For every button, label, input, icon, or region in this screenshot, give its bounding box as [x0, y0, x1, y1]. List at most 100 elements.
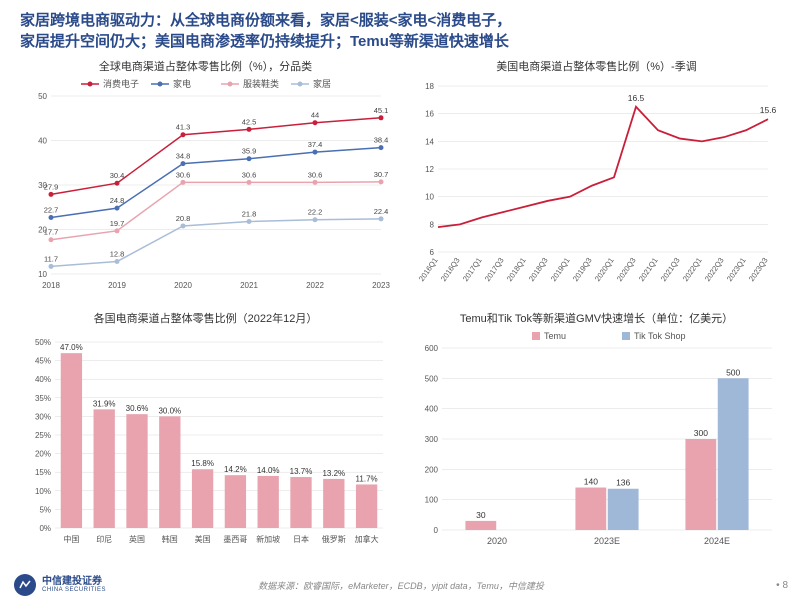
svg-text:2020: 2020	[486, 536, 506, 546]
svg-text:45.1: 45.1	[373, 106, 388, 115]
svg-text:100: 100	[424, 496, 438, 505]
svg-text:10: 10	[425, 193, 434, 202]
svg-text:30%: 30%	[34, 412, 50, 421]
svg-text:2020Q3: 2020Q3	[614, 256, 637, 283]
svg-text:500: 500	[424, 374, 438, 383]
svg-text:31.9%: 31.9%	[92, 399, 115, 408]
svg-text:11.7: 11.7	[43, 254, 57, 263]
chart-1-title: 全球电商渠道占整体零售比例（%），分品类	[99, 58, 312, 74]
svg-text:英国: 英国	[129, 534, 145, 544]
svg-text:30.6: 30.6	[175, 170, 190, 179]
svg-text:136: 136	[616, 478, 630, 488]
svg-text:14.2%: 14.2%	[224, 465, 247, 474]
chart-2-svg: 6810121416182016Q12016Q32017Q12017Q32018…	[412, 76, 782, 294]
svg-text:10%: 10%	[34, 487, 50, 496]
svg-text:18: 18	[425, 82, 434, 91]
svg-text:41.3: 41.3	[175, 123, 190, 132]
chart-3-svg: 0%5%10%15%20%25%30%35%40%45%50%47.0%中国31…	[21, 328, 391, 550]
chart-4-svg: TemuTik Tok Shop010020030040050060020203…	[412, 328, 782, 550]
svg-text:30.6%: 30.6%	[125, 404, 148, 413]
svg-text:40: 40	[38, 137, 47, 146]
logo-sub: CHINA SECURITIES	[42, 587, 106, 593]
svg-text:加拿大: 加拿大	[354, 534, 378, 544]
svg-text:40%: 40%	[34, 375, 50, 384]
svg-text:2019: 2019	[108, 281, 126, 290]
svg-text:家居: 家居	[313, 78, 331, 89]
svg-text:家电: 家电	[173, 78, 191, 89]
svg-text:30.7: 30.7	[373, 170, 388, 179]
svg-text:俄罗斯: 俄罗斯	[321, 534, 345, 544]
chart-2-title: 美国电商渠道占整体零售比例（%）-季调	[496, 58, 696, 74]
svg-text:19.7: 19.7	[109, 219, 124, 228]
svg-text:45%: 45%	[34, 357, 50, 366]
svg-text:14.0%: 14.0%	[256, 466, 279, 475]
svg-text:17.7: 17.7	[43, 228, 58, 237]
svg-text:2023: 2023	[372, 281, 390, 290]
svg-text:12.8: 12.8	[109, 250, 124, 259]
svg-text:2022: 2022	[306, 281, 324, 290]
svg-text:2021Q1: 2021Q1	[636, 256, 659, 283]
svg-text:21.8: 21.8	[241, 209, 256, 218]
svg-text:50: 50	[38, 92, 47, 101]
svg-text:2018Q3: 2018Q3	[526, 256, 549, 283]
svg-text:2019Q1: 2019Q1	[548, 256, 571, 283]
svg-text:2020: 2020	[174, 281, 192, 290]
svg-text:Tik Tok Shop: Tik Tok Shop	[634, 331, 686, 341]
svg-text:11.7%: 11.7%	[355, 474, 377, 483]
page-title: 家居跨境电商驱动力：从全球电商份额来看，家居<服装<家电<消费电子， 家居提升空…	[0, 0, 802, 58]
svg-text:印尼: 印尼	[96, 535, 112, 544]
svg-text:Temu: Temu	[544, 331, 566, 341]
logo-icon	[14, 574, 36, 596]
svg-text:10: 10	[38, 270, 47, 279]
svg-text:2019Q3: 2019Q3	[570, 256, 593, 283]
chart-4-title: Temu和Tik Tok等新渠道GMV快速增长（单位：亿美元）	[460, 310, 733, 326]
svg-text:35.9: 35.9	[241, 147, 256, 156]
svg-text:2018: 2018	[42, 281, 60, 290]
svg-text:50%: 50%	[34, 338, 50, 347]
svg-text:30.4: 30.4	[109, 171, 124, 180]
svg-text:140: 140	[583, 477, 597, 487]
chart-3-panel: 各国电商渠道占整体零售比例（2022年12月） 0%5%10%15%20%25%…	[14, 310, 397, 558]
chart-4-panel: Temu和Tik Tok等新渠道GMV快速增长（单位：亿美元） Temu Tik …	[405, 310, 788, 558]
svg-text:5%: 5%	[39, 505, 51, 514]
svg-text:6: 6	[429, 248, 434, 257]
svg-text:2020Q1: 2020Q1	[592, 256, 615, 283]
svg-text:2023E: 2023E	[593, 536, 619, 546]
svg-text:35%: 35%	[34, 394, 50, 403]
footer: 中信建投证券 CHINA SECURITIES 数据来源：欧睿国际，eMarke…	[0, 574, 802, 596]
svg-text:27.9: 27.9	[43, 182, 58, 191]
svg-text:墨西哥: 墨西哥	[223, 535, 247, 544]
svg-text:15.8%: 15.8%	[191, 459, 214, 468]
svg-text:30: 30	[476, 510, 486, 520]
svg-text:300: 300	[693, 428, 707, 438]
logo: 中信建投证券 CHINA SECURITIES	[14, 574, 106, 596]
svg-text:30.6: 30.6	[241, 170, 256, 179]
svg-text:2017Q1: 2017Q1	[460, 256, 483, 283]
svg-text:13.7%: 13.7%	[289, 467, 312, 476]
svg-text:42.5: 42.5	[241, 117, 256, 126]
svg-text:消费电子: 消费电子	[103, 78, 139, 89]
title-line-2: 家居提升空间仍大；美国电商渗透率仍持续提升；Temu等新渠道快速增长	[20, 31, 782, 52]
svg-text:中国: 中国	[63, 534, 79, 544]
svg-text:22.2: 22.2	[307, 208, 322, 217]
svg-text:25%: 25%	[34, 431, 50, 440]
svg-text:日本: 日本	[293, 534, 309, 544]
svg-text:24.8: 24.8	[109, 196, 124, 205]
svg-text:13.2%: 13.2%	[322, 469, 345, 478]
svg-text:15%: 15%	[34, 468, 50, 477]
svg-text:2022Q1: 2022Q1	[680, 256, 703, 283]
page-number: • 8	[776, 580, 788, 591]
svg-text:2016Q1: 2016Q1	[416, 256, 439, 283]
svg-text:0: 0	[433, 526, 438, 535]
svg-text:30.0%: 30.0%	[158, 406, 181, 415]
svg-text:200: 200	[424, 465, 438, 474]
svg-text:22.4: 22.4	[373, 207, 388, 216]
svg-text:韩国: 韩国	[161, 534, 177, 544]
svg-text:0%: 0%	[39, 524, 51, 533]
chart-1-svg: 消费电子家电服装鞋类家居1020304050201820192020202120…	[21, 76, 391, 294]
svg-text:34.8: 34.8	[175, 152, 190, 161]
svg-text:500: 500	[726, 367, 740, 377]
svg-text:47.0%: 47.0%	[60, 343, 83, 352]
svg-text:400: 400	[424, 405, 438, 414]
chart-3-title: 各国电商渠道占整体零售比例（2022年12月）	[94, 310, 318, 326]
